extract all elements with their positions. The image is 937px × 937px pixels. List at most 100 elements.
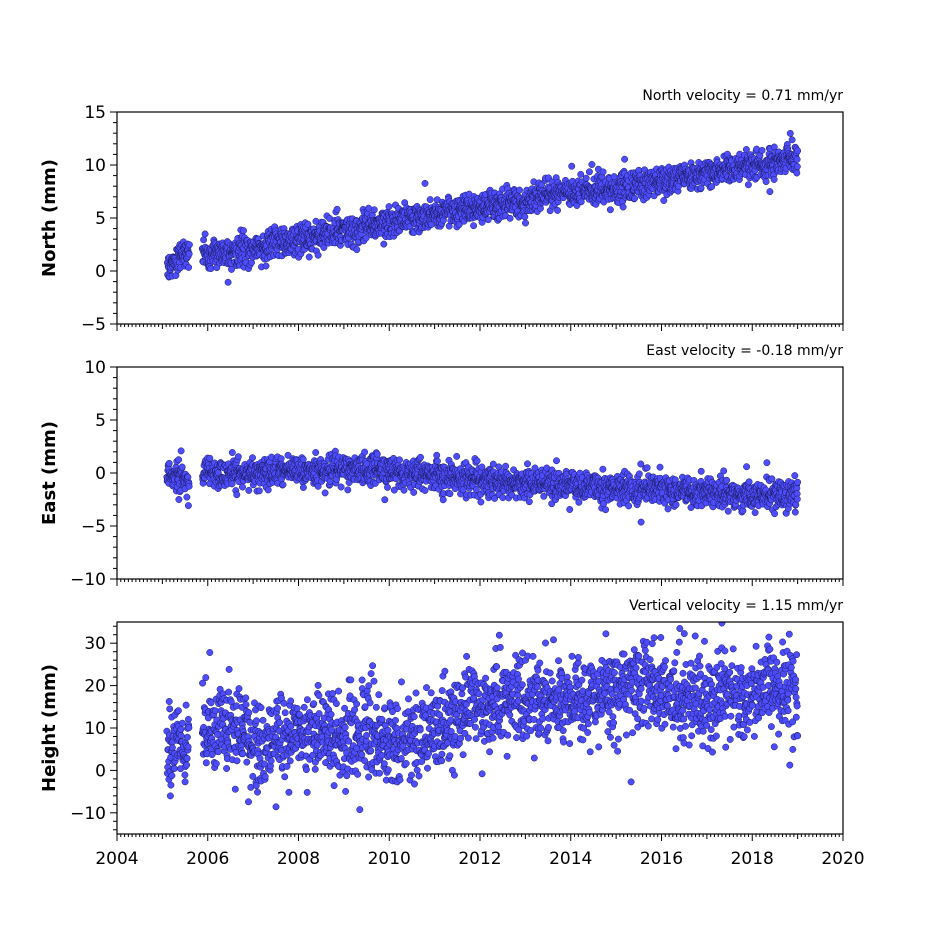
north-point: [240, 227, 247, 235]
north-point: [793, 155, 801, 163]
east-point: [791, 508, 799, 516]
east-point: [177, 447, 185, 455]
east-point: [410, 488, 418, 496]
east-point: [206, 454, 214, 462]
east-point: [697, 467, 705, 475]
east-point: [602, 506, 610, 514]
east-point: [473, 457, 481, 465]
north-point: [228, 265, 235, 273]
east-points: [163, 447, 802, 526]
north-point: [185, 241, 193, 249]
north-point: [521, 213, 529, 221]
north-point: [770, 176, 778, 183]
height-point: [211, 707, 219, 715]
east-point: [643, 464, 651, 472]
east-point: [228, 480, 236, 488]
east-point: [477, 498, 485, 506]
east-point: [312, 449, 320, 456]
east-point: [184, 502, 192, 510]
north-point: [185, 250, 193, 258]
east-point: [599, 465, 607, 473]
east-point: [453, 452, 461, 460]
east-point: [625, 502, 633, 510]
east-point: [502, 462, 510, 470]
height-point: [206, 649, 214, 656]
north-point: [421, 179, 429, 187]
north-point: [200, 236, 208, 244]
height-point: [225, 688, 233, 696]
east-point: [768, 475, 776, 483]
height-point: [181, 778, 189, 786]
east-velocity-title: East velocity = -0.18 mm/yr: [646, 343, 843, 359]
east-point: [566, 506, 574, 513]
north-point: [568, 162, 576, 170]
north-point: [380, 240, 388, 248]
height-point: [225, 665, 233, 673]
east-point: [396, 456, 403, 464]
east-point: [337, 483, 345, 491]
east-point: [165, 459, 173, 467]
north-point: [788, 136, 796, 144]
north-point: [484, 216, 492, 224]
height-point: [178, 719, 186, 727]
north-point: [577, 198, 585, 206]
north-point: [370, 206, 378, 214]
east-point: [794, 478, 802, 486]
north-point: [577, 170, 585, 178]
east-y-tick-label: 10: [84, 358, 106, 378]
north-point: [470, 222, 478, 230]
north-point: [742, 146, 750, 153]
height-point: [177, 732, 185, 740]
east-y-axis-label: East (mm): [39, 421, 60, 525]
east-point: [421, 487, 429, 494]
east-point: [228, 449, 236, 456]
height-point: [183, 754, 191, 762]
north-point: [585, 168, 593, 176]
east-point: [446, 490, 454, 498]
east-point: [299, 455, 307, 463]
north-point: [793, 169, 801, 177]
east-point: [433, 451, 441, 459]
north-point: [207, 265, 215, 273]
east-point: [724, 507, 732, 515]
north-point: [758, 146, 766, 154]
east-point: [239, 483, 246, 491]
height-point: [165, 698, 173, 705]
north-point: [621, 155, 629, 163]
north-point: [619, 203, 627, 211]
height-point: [166, 705, 174, 713]
north-point: [365, 204, 373, 212]
east-point: [720, 467, 728, 475]
height-panel: 2004 2006 2008 2010 2012 2014 2016 2018 2020−100…: [39, 598, 865, 869]
east-point: [540, 492, 548, 500]
height-point: [182, 701, 190, 709]
east-point: [791, 472, 799, 480]
north-point: [786, 129, 794, 137]
east-point: [499, 494, 507, 502]
east-point: [745, 478, 753, 486]
north-point: [333, 205, 341, 213]
east-point: [255, 487, 263, 495]
height-point: [177, 725, 185, 733]
east-point: [381, 496, 389, 504]
height-point: [181, 771, 189, 779]
height-points: [163, 622, 802, 814]
height-point: [174, 707, 182, 715]
east-point: [321, 489, 329, 497]
east-point: [656, 463, 664, 471]
east-point: [249, 454, 256, 462]
height-point: [214, 748, 222, 756]
east-point: [234, 453, 242, 461]
north-y-tick-label: −5: [81, 315, 106, 335]
north-point: [385, 203, 393, 211]
north-point: [185, 263, 193, 271]
north-point: [794, 147, 802, 155]
east-point: [373, 450, 381, 458]
height-point: [202, 759, 210, 767]
north-point: [599, 168, 607, 176]
north-point: [201, 230, 209, 238]
east-point: [439, 496, 447, 504]
